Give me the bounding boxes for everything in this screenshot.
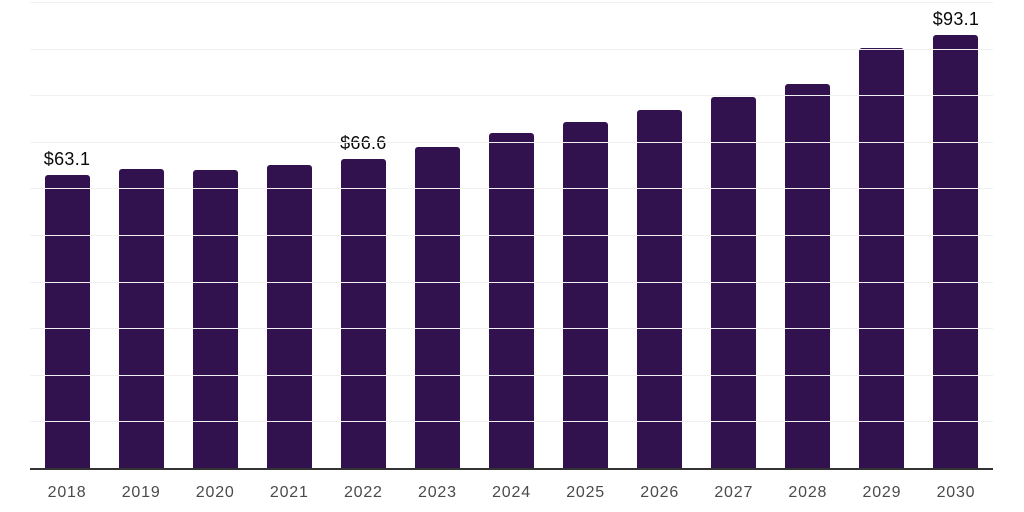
gridline-100 (30, 2, 993, 3)
bar-band-2022: $66.6 (326, 3, 400, 469)
gridline-70 (30, 141, 993, 143)
bar-2026 (637, 110, 683, 469)
bar-band-2028 (771, 3, 845, 469)
x-tick-label-2023: 2023 (418, 484, 457, 501)
bar-band-2027 (697, 3, 771, 469)
bar-band-2029 (845, 3, 919, 469)
bar-band-2023 (400, 3, 474, 469)
x-tick-label-2022: 2022 (343, 484, 383, 501)
bar-value-label-2030: $93.1 (932, 9, 980, 30)
x-axis-ticks: 2018 2019 2020 2021 2022 2023 2024 2025 2026 2027… (30, 483, 993, 502)
bar-band-2024 (474, 3, 548, 469)
x-tick-label-2028: 2028 (788, 484, 828, 501)
bar-band-2021 (252, 3, 326, 469)
x-tick-label-2024: 2024 (492, 484, 531, 501)
bar-band-2018: $63.1 (30, 3, 104, 469)
x-tick-label-2018: 2018 (47, 484, 87, 501)
x-tick-label-2030: 2030 (936, 484, 976, 501)
bar-value-label-2022: $66.6 (340, 132, 387, 153)
bar-2024 (489, 133, 534, 469)
bar-2023 (414, 147, 460, 469)
bar-2030: $93.1 (933, 10, 979, 469)
gridline-60 (30, 188, 993, 190)
gridline-30 (30, 328, 993, 330)
bar-2020 (192, 170, 238, 469)
x-tick-label-2020: 2020 (195, 484, 235, 501)
gridline-90 (30, 48, 993, 50)
bar-band-2019 (104, 3, 178, 469)
x-tick-label-2021: 2021 (269, 484, 309, 501)
bar-value-label-2018: $63.1 (43, 148, 91, 169)
x-tick-label-2027: 2027 (714, 484, 754, 501)
x-tick-label-2019: 2019 (121, 484, 161, 501)
x-tick-label-2029: 2029 (862, 484, 902, 501)
bar-2021 (266, 164, 312, 469)
x-tick-label-2025: 2025 (566, 484, 605, 501)
gridline-10 (30, 421, 993, 423)
bar-band-2026 (623, 3, 697, 469)
bars-row: $63.1 $66.6 $93.1 (30, 3, 993, 469)
bar-band-2030: $93.1 (919, 3, 993, 469)
bar-band-2025 (549, 3, 623, 469)
bar-band-2020 (178, 3, 252, 469)
bar-2022: $66.6 (340, 134, 386, 469)
x-axis-line (30, 468, 993, 470)
bar-2025 (563, 121, 609, 469)
gridline-50 (30, 235, 993, 236)
plot-area: $63.1 $66.6 $93.1 (30, 2, 993, 470)
gridline-20 (30, 374, 993, 376)
bar-2018: $63.1 (44, 150, 90, 469)
bar-2029 (859, 48, 905, 469)
bar-2019 (118, 168, 164, 469)
x-tick-label-2026: 2026 (640, 484, 680, 501)
gridline-80 (30, 95, 993, 97)
gridline-40 (30, 281, 993, 283)
bar-2028 (785, 84, 831, 469)
bar-2027 (711, 97, 757, 469)
